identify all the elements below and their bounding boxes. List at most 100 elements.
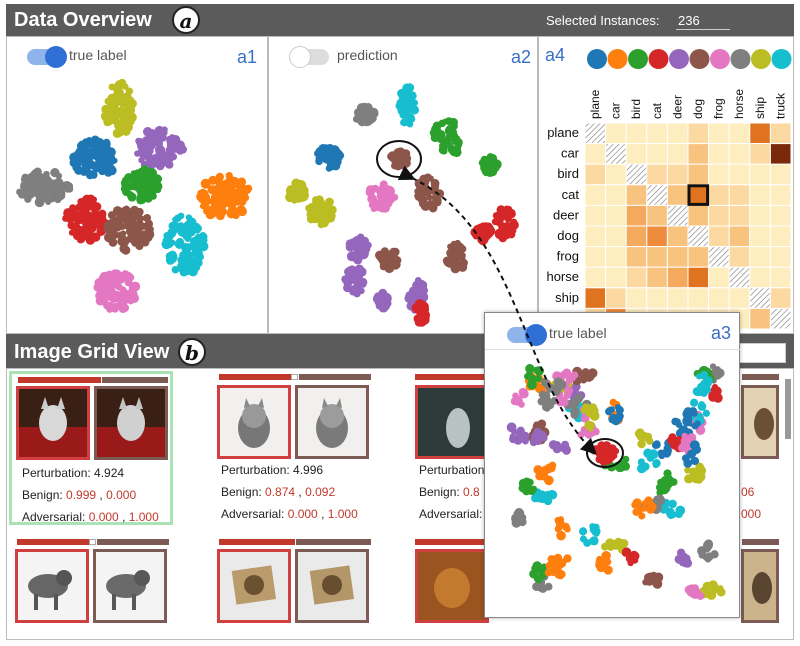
mini-cluster [699, 580, 726, 600]
benign-image[interactable] [217, 549, 291, 623]
scatter-a1[interactable] [7, 37, 269, 335]
legend-swatch-dog [689, 49, 710, 69]
perturbation-text: Perturbation: 4.996 [221, 463, 324, 477]
cm-cell-dog-car [605, 225, 627, 248]
mini-cluster [510, 388, 529, 408]
cm-cell-deer-frog [708, 204, 730, 227]
image-card[interactable]: Perturbation: 4.924 Benign: 0.999 , 0.00… [9, 371, 173, 525]
cm-cell-bird-deer [666, 163, 689, 186]
cm-cell-dog-frog [708, 225, 730, 248]
cm-cell-plane-plane [584, 122, 607, 145]
mini-cluster [634, 428, 654, 449]
benign-image[interactable] [415, 385, 489, 459]
grid-search-input[interactable] [738, 343, 786, 363]
grid-scrollbar[interactable] [785, 379, 791, 439]
benign-image[interactable] [415, 549, 489, 623]
cluster-deer [341, 264, 368, 298]
scatter-a3[interactable] [485, 313, 741, 619]
cm-cell-car-deer [666, 143, 689, 165]
benign-label: Benign: [22, 488, 63, 502]
cluster-deer [345, 233, 372, 265]
mini-cluster [518, 477, 538, 496]
adversarial-image[interactable] [94, 386, 168, 460]
cm-cell-deer-dog [687, 204, 710, 227]
cm-cell-ship-ship [749, 287, 771, 309]
col-label-truck: truck [773, 92, 787, 119]
adversarial-image[interactable] [295, 549, 369, 623]
mini-cluster [657, 469, 674, 494]
adversarial-image[interactable] [93, 549, 167, 623]
image-card[interactable] [741, 539, 781, 639]
prediction-bar [415, 539, 493, 545]
cluster-frog [93, 269, 141, 313]
panel-a2-prediction-scatter[interactable]: prediction a2 [268, 36, 538, 334]
scatter-a2[interactable] [269, 37, 539, 335]
cm-cell-frog-plane [584, 246, 607, 268]
prediction-bar [219, 374, 371, 380]
cm-cell-deer-horse [728, 204, 751, 227]
cm-cell-cat-frog [708, 184, 730, 206]
panel-a3-overlay-scatter[interactable]: true label a3 [484, 312, 741, 619]
cm-cell-plane-dog [687, 122, 710, 145]
cluster-frog [365, 180, 399, 213]
panel-tag-a1: a1 [237, 47, 258, 67]
cm-cell-cat-horse [728, 184, 751, 206]
selected-instances-input[interactable] [676, 11, 730, 30]
mini-cluster [682, 407, 701, 430]
adversarial-image[interactable] [295, 385, 369, 459]
benign-image[interactable] [16, 386, 90, 460]
cm-cell-bird-cat [646, 163, 668, 186]
panel-a3-divider [485, 349, 741, 350]
cm-cell-dog-truck [769, 225, 792, 248]
prediction-toggle[interactable] [289, 46, 329, 68]
adversarial-image[interactable] [741, 549, 779, 623]
image-card[interactable]: Perturbation: Benign: 0.8 Adversarial: [413, 371, 493, 525]
cm-cell-plane-ship [749, 122, 771, 145]
cm-cell-car-bird [625, 143, 648, 165]
panel-a4-confusion-matrix[interactable]: a4 plane car bird cat deer dog frog horse ship tr… [538, 36, 794, 334]
cm-cell-cat-truck [769, 184, 792, 206]
col-label-cat: cat [650, 102, 664, 119]
cm-cell-plane-horse [728, 122, 751, 145]
cm-cell-car-truck [769, 143, 792, 165]
card-info: Perturbation: 4.924 Benign: 0.999 , 0.00… [22, 462, 159, 528]
cm-cell-frog-truck [769, 246, 792, 268]
mini-cluster [651, 438, 674, 460]
adversarial-score-a: 0.000 [88, 510, 119, 524]
cm-cell-cat-ship [749, 184, 771, 206]
cm-cell-ship-frog [708, 287, 730, 309]
cm-cell-horse-plane [584, 266, 607, 289]
data-overview-header: Data Overview a Selected Instances: [6, 4, 794, 36]
cm-cell-dog-cat [646, 225, 668, 248]
cm-cell-frog-bird [625, 246, 648, 268]
cm-cell-frog-deer [666, 246, 689, 268]
image-card[interactable] [215, 539, 375, 639]
cm-cell-dog-deer [666, 225, 689, 248]
benign-image[interactable] [15, 549, 89, 623]
card-info: Perturbation: 4.996 Benign: 0.874 , 0.09… [221, 459, 358, 525]
prediction-bar [18, 377, 168, 383]
benign-label: Benign: [221, 485, 262, 499]
cm-cell-ship-cat [646, 287, 668, 309]
cm-cell-horse-frog [708, 266, 730, 289]
mini-cluster [544, 555, 561, 577]
cm-cell-frog-dog [687, 246, 710, 268]
confusion-matrix-svg[interactable]: plane car bird cat deer dog frog horse ship truck… [539, 37, 795, 335]
image-card[interactable] [413, 539, 493, 639]
mini-cluster [692, 370, 713, 397]
image-card[interactable]: Perturbation: 4.996 Benign: 0.874 , 0.09… [215, 371, 375, 525]
image-card[interactable]: 06 000 [741, 371, 781, 525]
true-label-toggle[interactable] [27, 46, 67, 68]
row-label-plane: plane [547, 125, 579, 140]
legend-swatch-car [607, 49, 628, 69]
cm-cell-deer-ship [749, 204, 771, 227]
cm-cell-truck-ship [749, 307, 771, 330]
image-card[interactable] [13, 539, 173, 639]
benign-image[interactable] [217, 385, 291, 459]
adversarial-image[interactable] [741, 385, 779, 459]
mini-cluster [674, 548, 693, 568]
panel-a1-true-label-scatter[interactable]: true label a1 [6, 36, 268, 334]
perturbation-text: Perturbation: [419, 463, 488, 477]
cm-cell-horse-cat [646, 266, 668, 289]
adversarial-label: Adversarial: [419, 507, 483, 521]
